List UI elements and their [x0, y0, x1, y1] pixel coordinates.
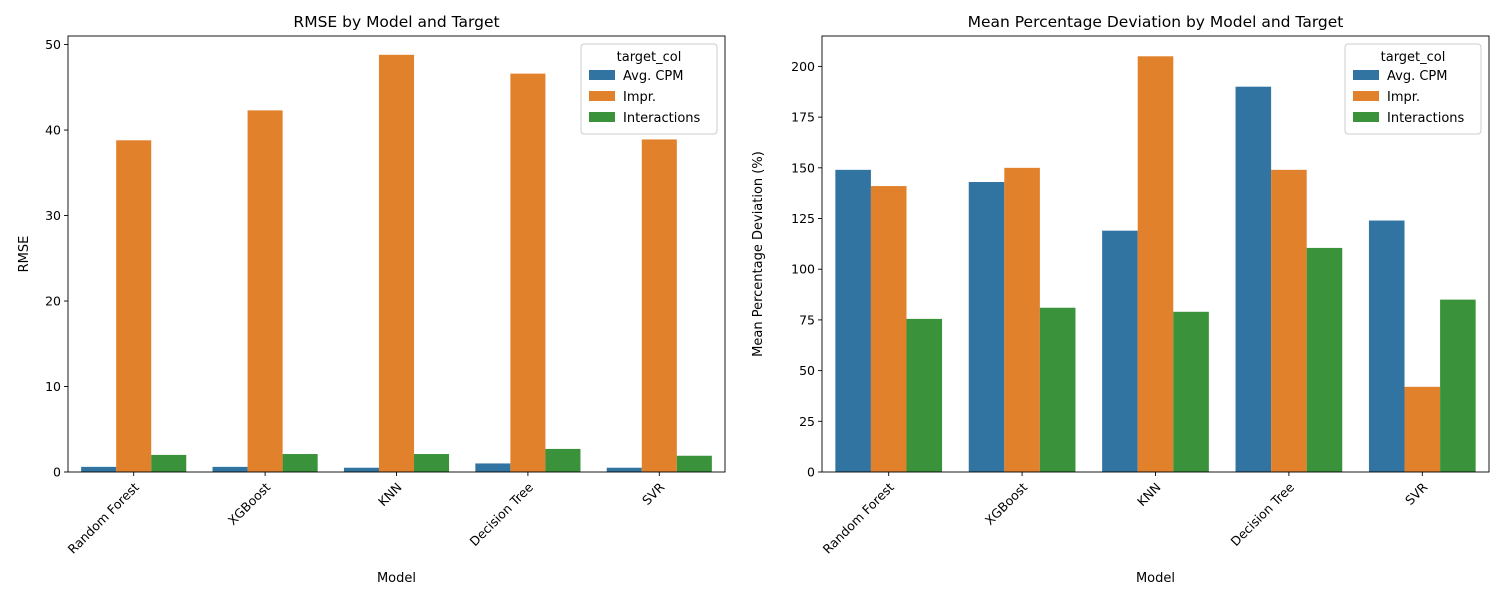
bar-random-forest-impr- [116, 140, 152, 472]
x-axis: Random Forest XGBoost KNN Decision Tree SVR [65, 472, 668, 557]
x-tick-label: KNN [1134, 480, 1164, 510]
legend-label: Impr. [1387, 90, 1420, 105]
bar-knn-impr- [1137, 56, 1174, 473]
bars [81, 54, 712, 473]
legend-label: Avg. CPM [1387, 69, 1447, 84]
legend-label: Avg. CPM [623, 69, 683, 84]
x-axis-label: Model [1136, 571, 1175, 586]
bar-xgboost-avg-cpm [968, 182, 1005, 472]
y-tick-label: 100 [791, 262, 815, 277]
x-axis: Random Forest XGBoost KNN Decision Tree SVR [820, 472, 1431, 557]
legend-label: Interactions [1387, 111, 1465, 126]
x-tick-label: SVR [1402, 479, 1431, 508]
legend-label: Interactions [623, 111, 701, 126]
bar-svr-interactions [1440, 299, 1476, 472]
y-axis-label: Mean Percentage Deviation (%) [751, 151, 766, 357]
bar-decision-tree-interactions [545, 448, 581, 472]
x-tick-label: Random Forest [820, 479, 897, 556]
legend-title: target_col [1381, 50, 1446, 65]
y-tick-label: 25 [799, 414, 815, 429]
bar-knn-interactions [1173, 311, 1209, 472]
legend-swatch [1353, 91, 1379, 101]
legend-box [1344, 43, 1482, 135]
legend-swatch [589, 91, 615, 101]
y-tick-label: 50 [799, 363, 815, 378]
y-tick-label: 10 [45, 379, 61, 394]
bar-xgboost-impr- [247, 110, 283, 473]
y-tick-label: 40 [45, 123, 61, 138]
bar-knn-impr- [378, 54, 415, 473]
y-axis-label: RMSE [17, 236, 32, 273]
bar-svr-impr- [1404, 386, 1441, 472]
chart-title: RMSE by Model and Target [293, 13, 499, 31]
y-tick-label: 200 [791, 59, 815, 74]
legend-label: Impr. [623, 90, 656, 105]
legend-swatch [1353, 70, 1379, 80]
bar-xgboost-interactions [282, 454, 318, 472]
legend: target_col Avg. CPM Impr. Interactions [580, 43, 718, 135]
bar-decision-tree-impr- [1271, 169, 1307, 472]
bar-svr-impr- [641, 139, 677, 473]
legend-box [580, 43, 718, 135]
bar-svr-avg-cpm [1368, 220, 1405, 472]
bar-xgboost-interactions [1039, 307, 1076, 472]
bar-random-forest-interactions [906, 318, 943, 472]
y-axis: 0 10 20 30 40 50 [45, 37, 68, 480]
chart-title: Mean Percentage Deviation by Model and T… [968, 13, 1344, 31]
legend-swatch [589, 112, 615, 122]
bar-random-forest-avg-cpm [835, 169, 871, 472]
y-tick-label: 20 [45, 294, 61, 309]
bar-decision-tree-avg-cpm [475, 463, 511, 472]
bar-random-forest-interactions [151, 454, 187, 472]
x-tick-label: Decision Tree [467, 479, 537, 549]
y-tick-label: 175 [791, 110, 815, 125]
bar-random-forest-impr- [870, 186, 907, 472]
bar-svr-interactions [676, 455, 712, 472]
bar-xgboost-avg-cpm [212, 466, 248, 472]
y-tick-label: 150 [791, 160, 815, 175]
y-tick-label: 50 [45, 37, 61, 52]
chart-panel-1: 0 10 20 30 40 50 Random Forest XGBoost KNN Decisi… [17, 13, 726, 586]
y-tick-label: 125 [791, 211, 815, 226]
legend-title: target_col [617, 50, 682, 65]
bar-knn-avg-cpm [343, 467, 379, 472]
y-tick-label: 0 [53, 465, 61, 480]
legend: target_col Avg. CPM Impr. Interactions [1344, 43, 1482, 135]
bar-decision-tree-interactions [1306, 247, 1343, 472]
legend-swatch [1353, 112, 1379, 122]
x-axis-label: Model [377, 571, 416, 586]
bar-knn-avg-cpm [1102, 230, 1138, 472]
chart-panel-2: 0 25 50 75 100 125 150 175 200 Random Forest XGBoo… [751, 13, 1490, 586]
bar-svr-avg-cpm [606, 467, 642, 472]
y-tick-label: 30 [45, 208, 61, 223]
y-axis: 0 25 50 75 100 125 150 175 200 [791, 59, 822, 480]
legend-swatch [589, 70, 615, 80]
bars [835, 56, 1476, 473]
x-tick-label: XGBoost [982, 479, 1031, 528]
y-tick-label: 0 [807, 465, 815, 480]
y-tick-label: 75 [799, 312, 815, 327]
x-tick-label: Decision Tree [1228, 479, 1298, 549]
x-tick-label: XGBoost [225, 479, 274, 528]
bar-xgboost-impr- [1004, 167, 1040, 472]
bar-random-forest-avg-cpm [81, 466, 117, 472]
x-tick-label: KNN [375, 480, 405, 510]
bar-decision-tree-avg-cpm [1235, 86, 1272, 472]
x-tick-label: SVR [639, 479, 668, 508]
bar-decision-tree-impr- [510, 73, 546, 472]
x-tick-label: Random Forest [65, 479, 142, 556]
bar-knn-interactions [414, 454, 450, 472]
